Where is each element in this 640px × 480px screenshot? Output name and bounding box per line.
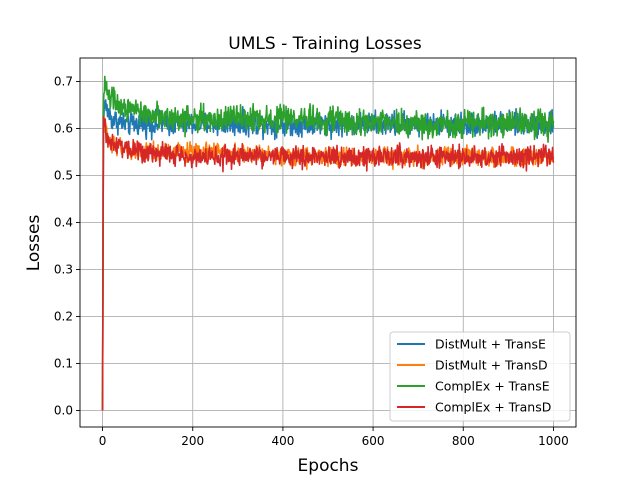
series-group: [101, 75, 555, 411]
y-tick-label: 0.1: [54, 357, 73, 371]
legend-label: DistMult + TransD: [435, 358, 548, 373]
y-tick-label: 0.3: [54, 263, 73, 277]
series-line: [101, 75, 555, 411]
y-tick-label: 0.2: [54, 310, 73, 324]
x-tick-label: 600: [362, 434, 385, 448]
x-tick-label: 1000: [538, 434, 569, 448]
x-axis-label: Epochs: [298, 456, 359, 476]
y-tick-label: 0.0: [54, 404, 73, 418]
x-tick-label: 200: [181, 434, 204, 448]
legend-label: ComplEx + TransE: [435, 379, 550, 394]
y-axis-label: Losses: [24, 215, 44, 272]
plot-frame: [79, 57, 577, 428]
chart-title: UMLS - Training Losses: [228, 34, 422, 54]
y-tick-label: 0.6: [54, 122, 73, 136]
x-tick-label: 800: [452, 434, 475, 448]
axis-ticks: 0 200 400 600 800 1000 0.0 0.1 0.2 0.3 0.4 0.5 0.6 0.…: [54, 75, 569, 448]
series-line: [101, 116, 555, 411]
legend-label: DistMult + TransE: [435, 337, 546, 352]
x-tick-label: 0: [99, 434, 107, 448]
y-tick-label: 0.5: [54, 169, 73, 183]
legend-label: ComplEx + TransD: [435, 400, 551, 415]
legend: DistMult + TransE DistMult + TransD ComplE…: [389, 331, 571, 422]
y-tick-label: 0.7: [54, 75, 73, 89]
legend-box: [389, 331, 571, 422]
y-tick-label: 0.4: [54, 216, 73, 230]
x-tick-label: 400: [271, 434, 294, 448]
